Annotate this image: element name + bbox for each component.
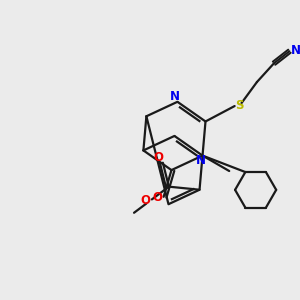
Text: S: S — [235, 99, 244, 112]
Text: O: O — [153, 191, 163, 204]
Text: N: N — [196, 154, 206, 167]
Text: N: N — [291, 44, 300, 57]
Text: N: N — [169, 90, 179, 104]
Text: O: O — [140, 194, 150, 207]
Text: O: O — [153, 151, 163, 164]
